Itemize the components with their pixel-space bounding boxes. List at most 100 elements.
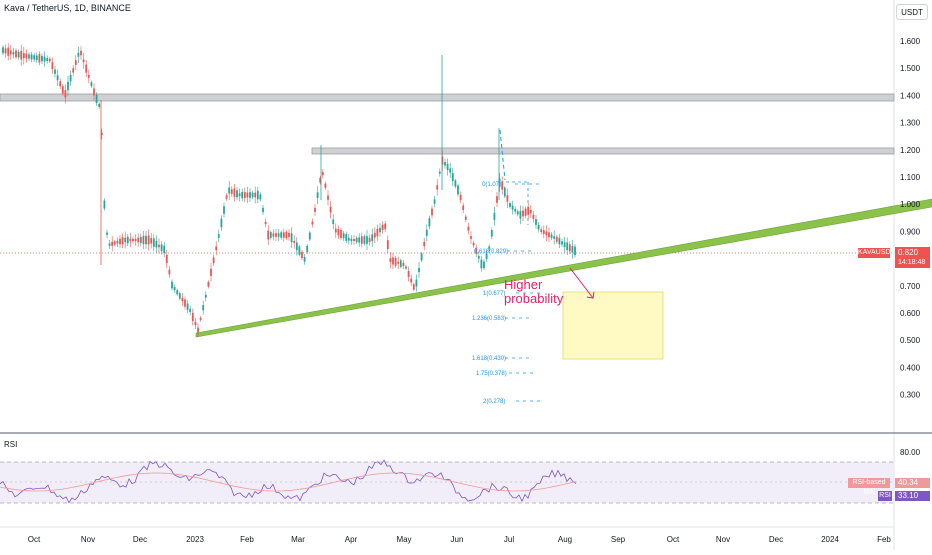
candle-body [454, 180, 457, 187]
time-tick: May [396, 535, 411, 544]
candle-body [82, 59, 85, 63]
price-tick: 0.300 [900, 391, 921, 400]
candle-body [457, 185, 459, 195]
price-tick: 0.500 [900, 336, 921, 345]
candle-body [67, 81, 69, 91]
candle-body [2, 47, 4, 54]
candle-body [61, 86, 64, 94]
time-tick: Oct [667, 535, 680, 544]
time-tick: Dec [133, 535, 147, 544]
candle-body [506, 195, 509, 202]
candle-body [54, 69, 56, 74]
candle-body [431, 208, 433, 216]
candle-body [459, 194, 462, 200]
candle-body [381, 224, 384, 230]
candle-body [451, 173, 454, 181]
candle-body [423, 241, 426, 247]
candle-body [327, 195, 329, 200]
time-tick: Sep [611, 535, 626, 544]
candle-body [145, 235, 147, 245]
candle-body [537, 224, 540, 230]
candle-body [121, 237, 124, 245]
candle-body [241, 191, 244, 199]
candle-body [360, 236, 363, 244]
candle-body [412, 284, 415, 290]
candle-body [558, 237, 561, 245]
rsi-line [0, 459, 577, 504]
candle-body [345, 234, 348, 241]
candle-body [485, 253, 488, 260]
candle-body [563, 242, 566, 248]
price-tick: 0.600 [900, 309, 921, 318]
chart-title[interactable]: Kava / TetherUS, 1D, BINANCE [4, 3, 131, 13]
candle-body [379, 227, 381, 233]
candle-body [399, 260, 402, 267]
candle-body [69, 74, 72, 82]
candle-body [288, 232, 290, 238]
candle-body [147, 235, 150, 245]
rsi-ma-line [0, 472, 577, 492]
candle-body [350, 238, 353, 242]
annotation-text[interactable]: Higher probability [504, 278, 563, 306]
candle-body [142, 235, 145, 245]
time-tick: Dec [769, 535, 783, 544]
price-tick: 1.200 [900, 146, 921, 155]
annotation-line-2: probability [504, 291, 564, 306]
candle-body [574, 246, 576, 256]
candle-body [316, 192, 319, 198]
candle-body [295, 242, 298, 251]
candle-body [449, 168, 452, 173]
candle-body [488, 246, 491, 249]
candle-body [373, 232, 376, 238]
candle-body [77, 52, 80, 57]
candle-body [171, 281, 173, 289]
candle-body [532, 214, 535, 219]
candle-body [438, 171, 441, 174]
price-axis: 1.600 1.500 1.400 1.300 1.200 1.100 1.000 0.900… [900, 37, 921, 400]
candle-body [9, 50, 12, 55]
candle-body [392, 257, 394, 265]
candle-body [202, 305, 205, 311]
candle-body [358, 237, 361, 243]
candle-body [189, 308, 192, 313]
candle-body [90, 82, 93, 87]
candle-body [25, 53, 28, 59]
candle-body [514, 208, 517, 212]
candle-body [324, 183, 327, 188]
candle-body [553, 236, 556, 239]
candle-body [384, 223, 387, 230]
candle-body [181, 297, 184, 302]
price-tick: 0.400 [900, 363, 921, 372]
annotation-line-1: Higher [504, 277, 543, 292]
candle-body [225, 195, 228, 199]
candle-body [285, 231, 288, 239]
resistance-zone-upper [0, 93, 895, 102]
candle-body [402, 262, 405, 267]
current-price-label: 0.820 [895, 247, 930, 258]
candle-body [22, 53, 25, 59]
candle-body [223, 206, 225, 214]
candle-body [418, 267, 420, 273]
candle-body [220, 218, 223, 228]
currency-button[interactable]: USDT [896, 4, 928, 20]
candle-body [389, 258, 392, 262]
candle-body [35, 55, 38, 61]
time-tick: Apr [345, 535, 358, 544]
candle-body [355, 237, 358, 243]
candle-body [280, 232, 283, 238]
candle-body [321, 172, 324, 176]
candle-body [28, 54, 30, 59]
rsi-tag: RSI [878, 491, 892, 501]
time-tick: Feb [877, 535, 891, 544]
candle-body [165, 254, 168, 264]
rsi-panel-label[interactable]: RSI [4, 440, 18, 449]
candle-body [111, 241, 114, 246]
candle-body [446, 164, 449, 170]
candle-body [550, 234, 553, 238]
candle-body [249, 192, 251, 198]
time-tick: Jun [451, 535, 464, 544]
candle-body [87, 74, 90, 78]
candle-body [376, 228, 379, 237]
